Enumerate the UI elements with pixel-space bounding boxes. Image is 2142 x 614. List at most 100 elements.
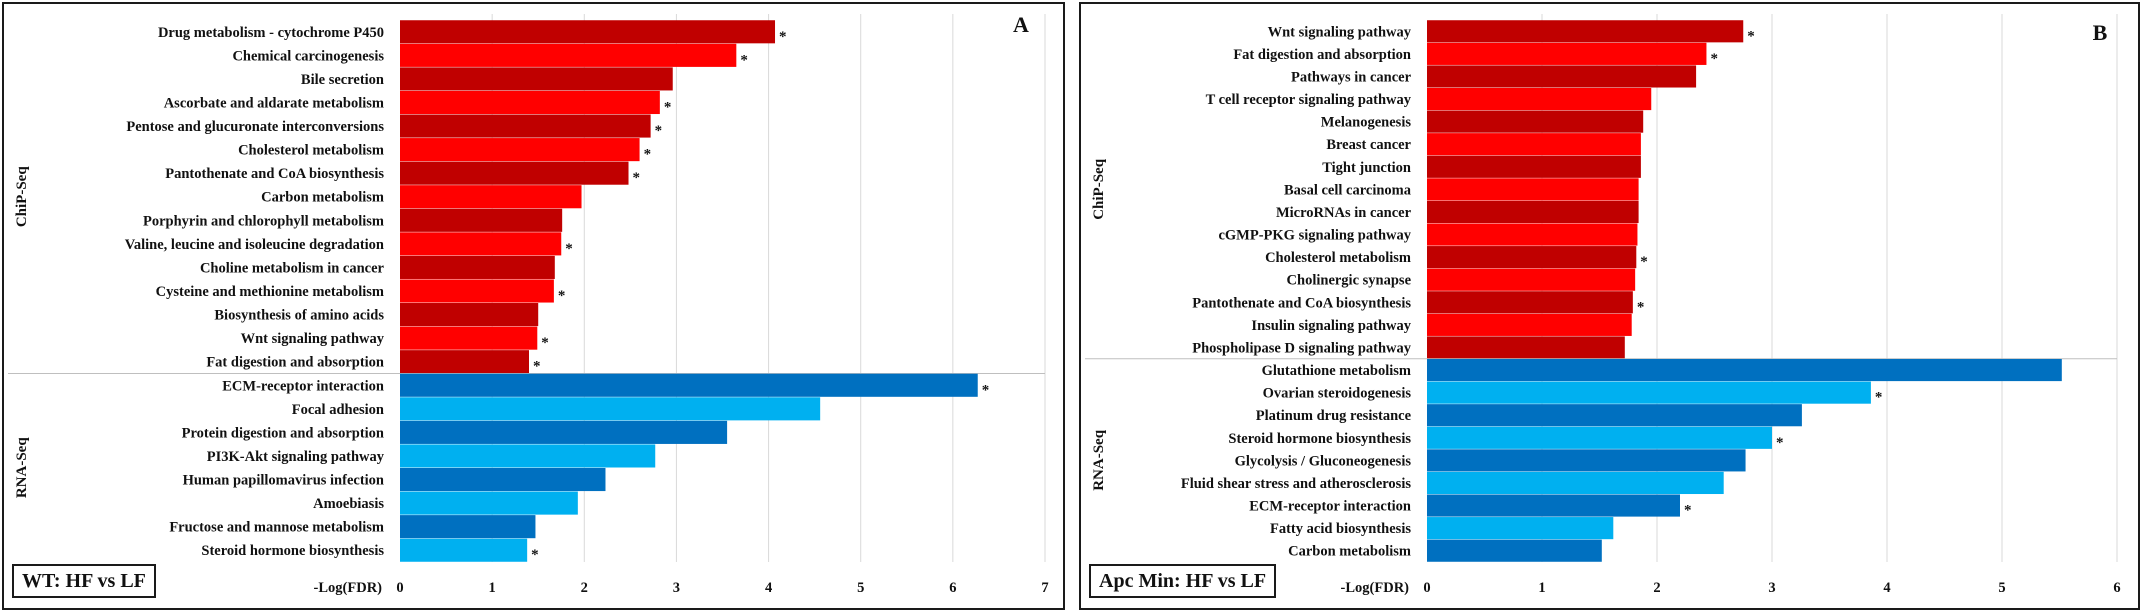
x-tick-label: 7 (1041, 580, 1048, 596)
legend-box-a: WT: HF vs LF (12, 564, 156, 598)
bar (1427, 155, 1641, 178)
bar (1427, 42, 1707, 65)
category-label: Glutathione metabolism (1262, 363, 1411, 379)
bar (400, 67, 673, 91)
bar (1427, 65, 1697, 88)
category-label: Fructose and mannose metabolism (169, 520, 384, 536)
x-tick-label: 6 (2113, 580, 2120, 596)
bar (400, 20, 776, 44)
category-label: cGMP-PKG signaling pathway (1218, 228, 1411, 244)
significance-star: * (1640, 254, 1648, 270)
bar (400, 467, 606, 492)
significance-star: * (565, 241, 573, 257)
bar (1427, 517, 1614, 540)
category-label: Fat digestion and absorption (206, 355, 384, 371)
category-label: Bile secretion (301, 72, 384, 88)
x-tick-label: 0 (396, 580, 403, 596)
significance-star: * (558, 288, 566, 304)
bar (400, 279, 554, 303)
bar (1427, 200, 1639, 224)
bar (400, 114, 651, 138)
significance-star: * (1776, 435, 1784, 451)
section-label: ChiP-Seq (1091, 158, 1107, 220)
category-label: Pantothenate and CoA biosynthesis (165, 166, 384, 182)
category-label: Fatty acid biosynthesis (1270, 521, 1411, 537)
bar (400, 538, 528, 562)
x-axis-label: -Log(FDR) (314, 580, 383, 596)
chart-a-svg: Drug metabolism - cytochrome P450 * Chemic… (8, 12, 1049, 596)
x-tick-label: 0 (1423, 580, 1430, 596)
significance-star: * (533, 359, 541, 375)
category-label: Breast cancer (1326, 137, 1411, 153)
category-label: Focal adhesion (292, 402, 384, 418)
significance-star: * (740, 52, 748, 68)
bar (400, 255, 555, 279)
x-tick-label: 4 (765, 580, 772, 596)
bar (400, 232, 562, 256)
x-tick-label: 1 (1538, 580, 1545, 596)
significance-star: * (644, 147, 652, 163)
category-label: Ascorbate and aldarate metabolism (164, 95, 384, 111)
bar (1427, 358, 2062, 382)
significance-star: * (1710, 51, 1718, 67)
significance-star: * (633, 170, 641, 186)
significance-star: * (541, 335, 549, 351)
section-label: RNA-Seq (14, 437, 30, 498)
category-label: Porphyrin and chlorophyll metabolism (143, 213, 384, 229)
significance-star: * (664, 99, 672, 115)
chart-panel-a: Drug metabolism - cytochrome P450 * Chemic… (2, 2, 1065, 610)
bar (400, 491, 578, 515)
bar (1427, 87, 1652, 111)
bar (1427, 246, 1637, 269)
bar (1427, 494, 1680, 517)
category-label: Pentose and glucuronate interconversions (126, 119, 384, 135)
bar (400, 43, 737, 67)
x-axis-label: -Log(FDR) (1341, 580, 1410, 596)
category-label: T cell receptor signaling pathway (1206, 92, 1412, 108)
category-label: Glycolysis / Gluconeogenesis (1235, 453, 1412, 469)
x-tick-label: 5 (857, 580, 864, 596)
category-label: Pantothenate and CoA biosynthesis (1192, 295, 1411, 311)
bar (400, 350, 529, 374)
panel-label: B (2093, 20, 2108, 45)
bar (400, 138, 640, 162)
category-label: Amoebiasis (313, 496, 384, 512)
category-label: Chemical carcinogenesis (232, 48, 384, 64)
bar (1427, 539, 1602, 562)
section-label: RNA-Seq (1091, 429, 1107, 490)
category-label: Cysteine and methionine metabolism (156, 284, 384, 300)
category-label: Steroid hormone biosynthesis (1228, 431, 1411, 447)
bar (1427, 291, 1633, 314)
category-label: Cholesterol metabolism (1265, 250, 1411, 266)
category-label: Ovarian steroidogenesis (1263, 386, 1412, 402)
x-tick-label: 4 (1883, 580, 1890, 596)
significance-star: * (1637, 299, 1645, 315)
category-label: Platinum drug resistance (1256, 408, 1412, 424)
bar (1427, 471, 1724, 495)
significance-star: * (982, 382, 990, 398)
category-label: Human papillomavirus infection (183, 473, 384, 489)
bar (400, 397, 821, 421)
significance-star: * (1684, 503, 1692, 519)
bar (1427, 426, 1772, 449)
category-label: Fluid shear stress and atherosclerosis (1181, 476, 1411, 492)
category-label: Cholinergic synapse (1287, 273, 1412, 289)
category-label: Pathways in cancer (1291, 69, 1412, 85)
x-tick-label: 6 (949, 580, 956, 596)
bar (400, 326, 538, 350)
bar (1427, 178, 1639, 201)
x-tick-label: 3 (1768, 580, 1775, 596)
section-label: ChiP-Seq (14, 166, 30, 228)
x-tick-label: 1 (489, 580, 496, 596)
bar (1427, 313, 1632, 336)
category-label: Tight junction (1322, 160, 1411, 176)
bar (400, 185, 582, 209)
category-label: Wnt signaling pathway (1268, 24, 1412, 40)
bar (400, 420, 728, 444)
category-label: Cholesterol metabolism (238, 143, 384, 159)
category-label: PI3K-Akt signaling pathway (207, 449, 385, 465)
category-label: Steroid hormone biosynthesis (201, 543, 384, 559)
bar (400, 303, 539, 327)
category-label: ECM-receptor interaction (1249, 499, 1411, 515)
bar (400, 208, 563, 232)
